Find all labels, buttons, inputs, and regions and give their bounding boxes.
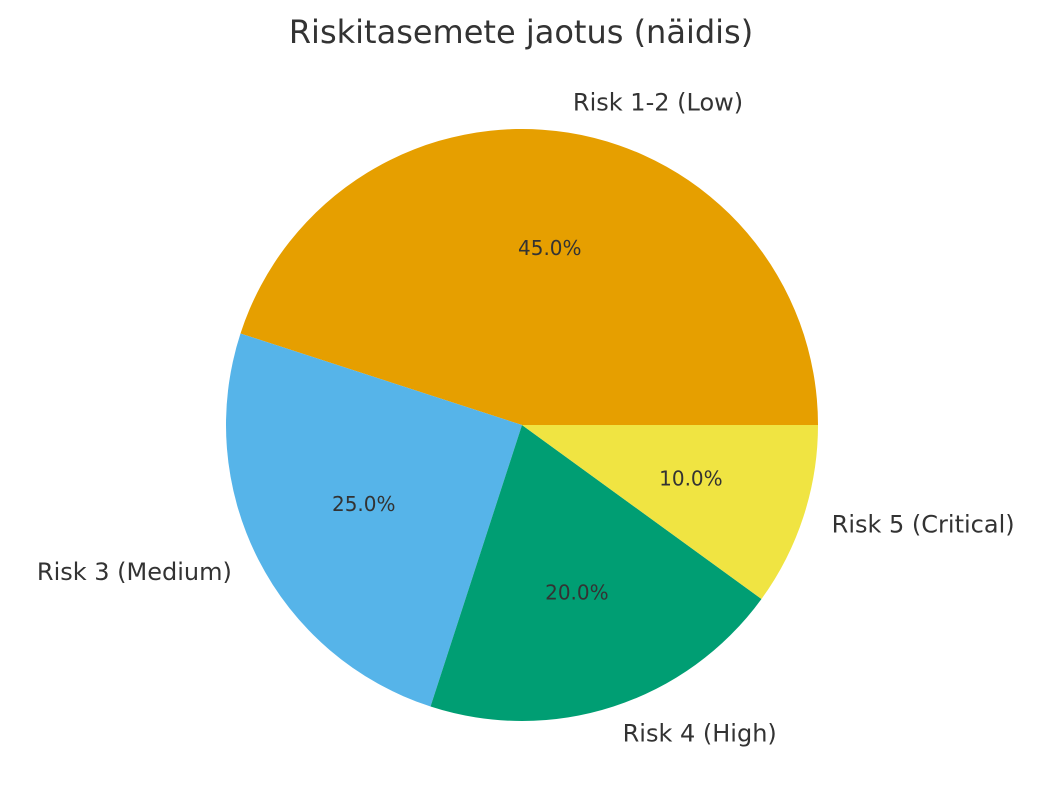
slice-percent-label: 20.0%	[545, 580, 609, 604]
pie-slice	[226, 333, 522, 707]
chart-title: Riskitasemete jaotus (näidis)	[289, 13, 753, 51]
slice-label: Risk 5 (Critical)	[832, 511, 1015, 539]
slice-label: Risk 1-2 (Low)	[573, 88, 743, 116]
pie-slice	[522, 425, 818, 599]
pie-slice	[240, 129, 818, 425]
pie-labels: Risk 1-2 (Low) 45.0% Risk 3 (Medium) 25.0% R…	[37, 88, 1015, 747]
slice-percent-label: 45.0%	[518, 236, 582, 260]
pie-slice	[430, 425, 762, 721]
pie-slices	[226, 129, 818, 721]
slice-percent-label: 10.0%	[659, 466, 723, 490]
slice-percent-label: 25.0%	[332, 492, 396, 516]
slice-label: Risk 4 (High)	[623, 720, 777, 748]
slice-label: Risk 3 (Medium)	[37, 558, 232, 586]
